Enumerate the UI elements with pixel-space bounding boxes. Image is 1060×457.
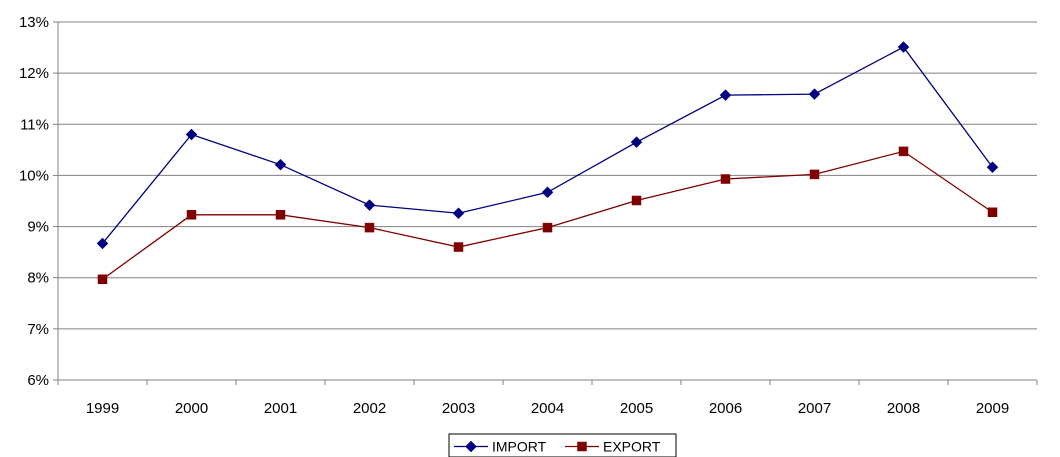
x-tick-label: 2005 — [620, 400, 653, 417]
data-point-export — [97, 274, 108, 284]
legend: IMPORT EXPORT — [448, 433, 677, 457]
legend-marker-import — [465, 440, 477, 453]
x-tick-label: 2007 — [798, 400, 831, 417]
y-tick-label: 9% — [27, 219, 49, 236]
data-point-import — [274, 158, 287, 171]
x-tick-label: 2003 — [442, 400, 475, 417]
legend-box — [448, 433, 677, 457]
data-point-export — [275, 210, 286, 220]
series-import — [96, 41, 999, 250]
data-point-import — [363, 199, 376, 211]
data-point-export — [186, 210, 197, 220]
data-point-export — [542, 222, 553, 233]
data-point-export — [898, 146, 909, 157]
series-group — [96, 41, 999, 284]
data-point-export — [453, 242, 464, 252]
y-tick-label: 6% — [27, 372, 49, 389]
x-tick-label: 2004 — [531, 400, 564, 417]
x-tick-label: 2001 — [264, 400, 297, 417]
data-point-import — [541, 186, 554, 199]
data-point-import — [185, 128, 198, 141]
y-tick-label: 10% — [19, 167, 49, 184]
data-point-export — [364, 222, 375, 233]
data-point-import — [897, 41, 910, 53]
data-point-import — [96, 237, 109, 250]
series-line-export — [102, 150, 993, 280]
x-tick-label: 2009 — [976, 400, 1009, 417]
data-point-export — [987, 207, 998, 218]
y-tick-label: 8% — [27, 270, 49, 287]
y-tick-label: 7% — [27, 321, 49, 338]
axes — [57, 22, 1037, 381]
legend-marker-export — [577, 441, 587, 452]
y-tick-label: 11% — [20, 116, 49, 133]
y-tick-label: 12% — [19, 65, 49, 82]
data-point-import — [986, 161, 999, 174]
series-export — [97, 146, 998, 284]
x-axis-ticks: 1999 2000 2001 2002 2003 2004 2005 2006 2007 2008… — [57, 380, 1038, 417]
legend-label-import: IMPORT — [492, 439, 547, 455]
x-tick-label: 1999 — [86, 400, 119, 417]
y-axis-ticks: 6% 7% 8% 9% 10% 11% 12% 13% — [19, 14, 58, 389]
x-tick-label: 2002 — [353, 400, 386, 417]
x-tick-label: 2000 — [175, 400, 208, 417]
data-point-export — [720, 174, 731, 184]
x-tick-label: 2008 — [887, 400, 920, 417]
data-point-export — [631, 195, 642, 206]
gridlines — [58, 21, 1037, 330]
data-point-export — [809, 169, 820, 180]
x-tick-label: 2006 — [709, 400, 742, 417]
series-line-import — [101, 46, 994, 244]
data-point-import — [630, 136, 643, 149]
legend-label-export: EXPORT — [603, 439, 661, 455]
data-point-import — [808, 88, 821, 100]
y-tick-label: 13% — [19, 14, 49, 31]
data-point-import — [719, 89, 732, 101]
data-point-import — [452, 207, 465, 220]
